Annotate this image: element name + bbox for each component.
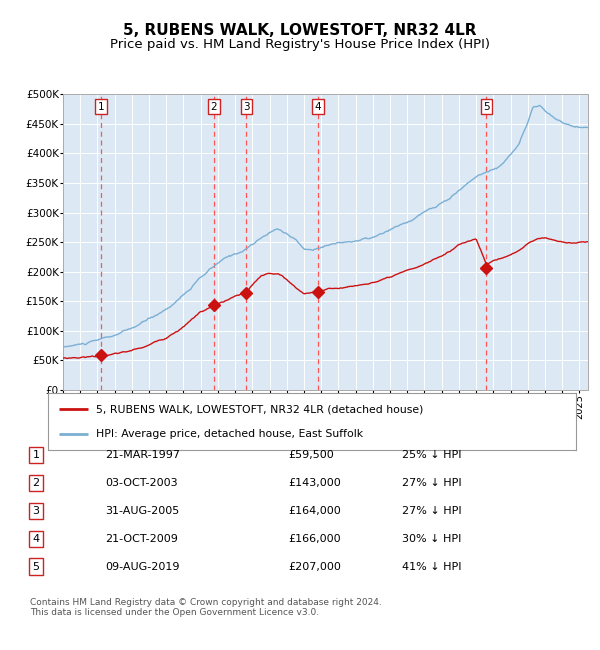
Text: 1: 1 <box>98 101 104 112</box>
Text: 03-OCT-2003: 03-OCT-2003 <box>105 478 178 488</box>
Text: 21-MAR-1997: 21-MAR-1997 <box>105 450 180 460</box>
Text: £143,000: £143,000 <box>288 478 341 488</box>
Text: 5: 5 <box>32 562 40 572</box>
Text: 4: 4 <box>32 534 40 544</box>
Text: 3: 3 <box>32 506 40 516</box>
Text: 21-OCT-2009: 21-OCT-2009 <box>105 534 178 544</box>
Text: 41% ↓ HPI: 41% ↓ HPI <box>402 562 461 572</box>
Text: 31-AUG-2005: 31-AUG-2005 <box>105 506 179 516</box>
Text: £59,500: £59,500 <box>288 450 334 460</box>
Text: 4: 4 <box>314 101 321 112</box>
Text: 2: 2 <box>32 478 40 488</box>
Text: 30% ↓ HPI: 30% ↓ HPI <box>402 534 461 544</box>
Text: HPI: Average price, detached house, East Suffolk: HPI: Average price, detached house, East… <box>95 429 362 439</box>
Text: 5, RUBENS WALK, LOWESTOFT, NR32 4LR (detached house): 5, RUBENS WALK, LOWESTOFT, NR32 4LR (det… <box>95 404 423 414</box>
Text: 27% ↓ HPI: 27% ↓ HPI <box>402 478 461 488</box>
Text: 09-AUG-2019: 09-AUG-2019 <box>105 562 179 572</box>
Text: 27% ↓ HPI: 27% ↓ HPI <box>402 506 461 516</box>
Text: 1: 1 <box>32 450 40 460</box>
Text: 5, RUBENS WALK, LOWESTOFT, NR32 4LR: 5, RUBENS WALK, LOWESTOFT, NR32 4LR <box>123 23 477 38</box>
Text: 5: 5 <box>483 101 490 112</box>
Text: £166,000: £166,000 <box>288 534 341 544</box>
Text: £207,000: £207,000 <box>288 562 341 572</box>
Text: Contains HM Land Registry data © Crown copyright and database right 2024.
This d: Contains HM Land Registry data © Crown c… <box>30 598 382 618</box>
Text: 25% ↓ HPI: 25% ↓ HPI <box>402 450 461 460</box>
Text: 3: 3 <box>243 101 250 112</box>
Text: £164,000: £164,000 <box>288 506 341 516</box>
Text: Price paid vs. HM Land Registry's House Price Index (HPI): Price paid vs. HM Land Registry's House … <box>110 38 490 51</box>
Text: 2: 2 <box>211 101 217 112</box>
